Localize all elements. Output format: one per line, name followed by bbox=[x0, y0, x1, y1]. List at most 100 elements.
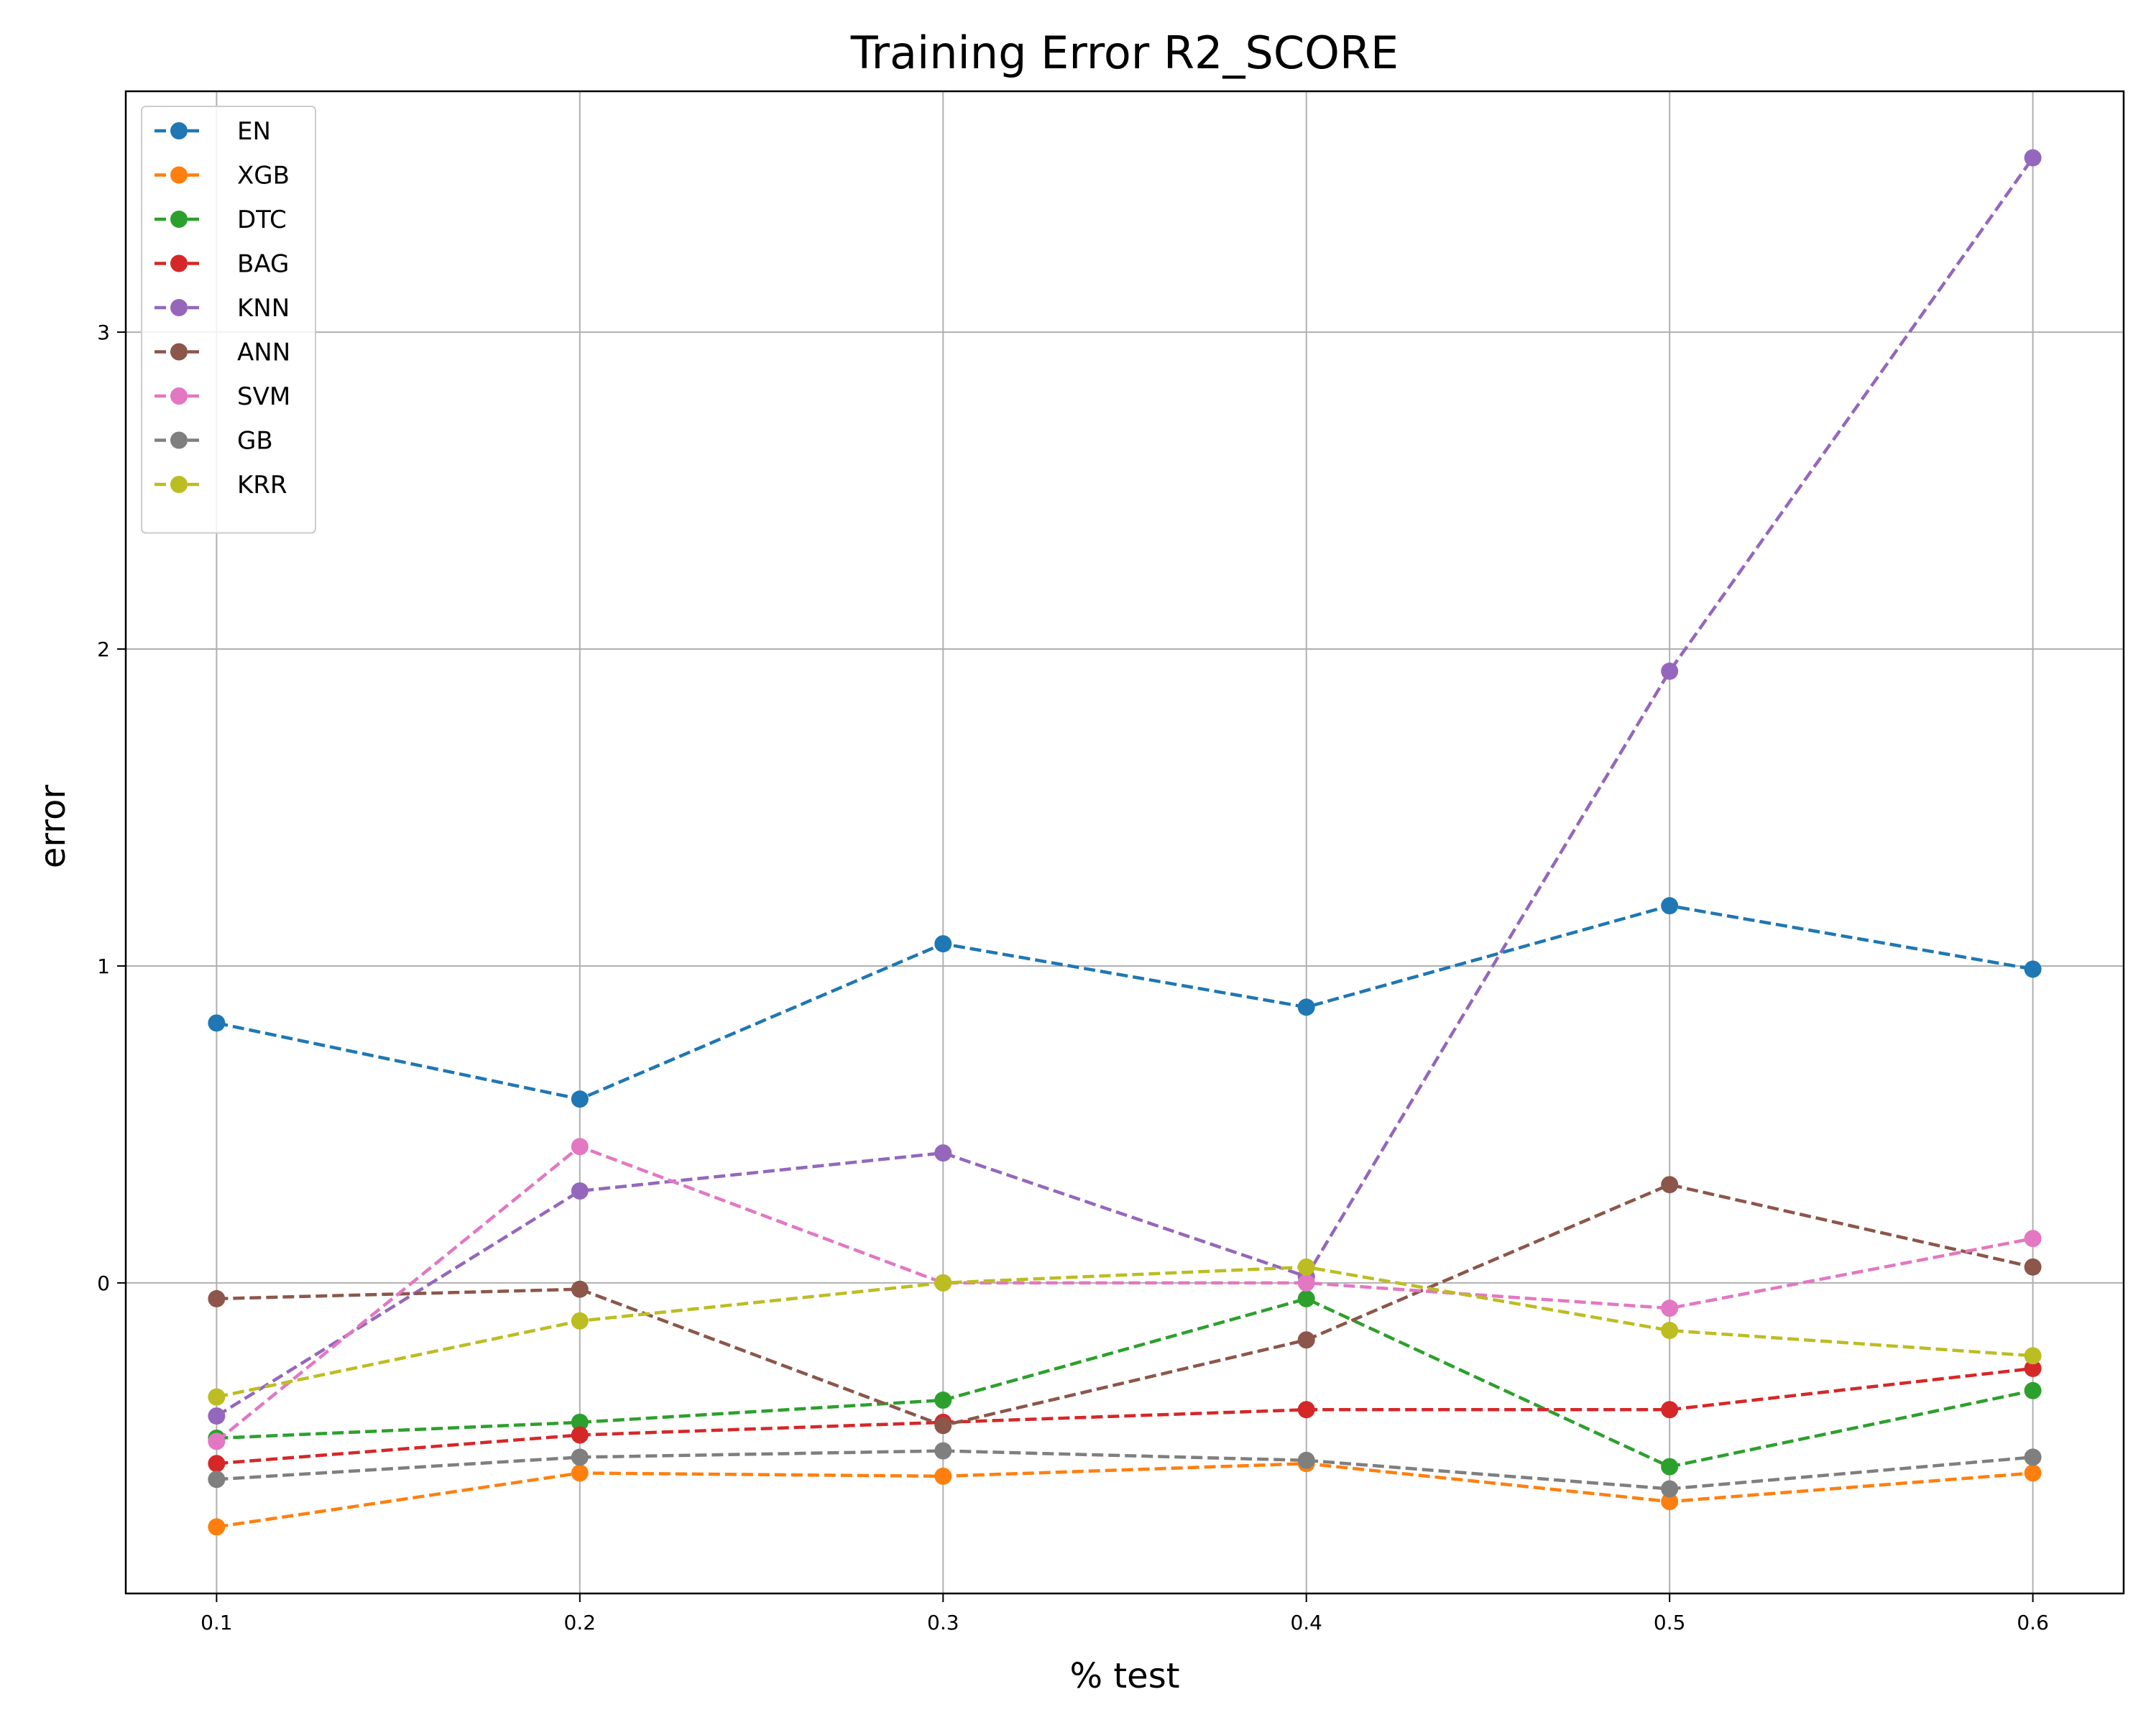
data-point-svm bbox=[208, 1432, 226, 1450]
x-tick-label: 0.3 bbox=[927, 1611, 959, 1634]
legend-label: KNN bbox=[237, 294, 290, 323]
data-point-dtc bbox=[571, 1413, 589, 1431]
legend-item-krr: KRR bbox=[155, 471, 287, 500]
data-point-svm bbox=[1297, 1274, 1315, 1292]
series-line-krr bbox=[216, 1265, 2033, 1399]
y-axis-title: error bbox=[33, 785, 73, 868]
data-point-gb bbox=[1661, 1480, 1679, 1498]
data-point-dtc bbox=[1297, 1289, 1315, 1307]
data-point-krr bbox=[2024, 1347, 2042, 1365]
data-point-xgb bbox=[934, 1467, 952, 1485]
legend-item-svm: SVM bbox=[155, 382, 290, 411]
legend-swatch-marker bbox=[170, 166, 188, 184]
data-point-ann bbox=[571, 1280, 589, 1298]
legend-swatch-marker bbox=[170, 122, 188, 139]
legend-item-knn: KNN bbox=[155, 294, 290, 323]
data-point-knn bbox=[1661, 662, 1679, 680]
legend-box bbox=[141, 106, 316, 534]
x-tick-label: 0.6 bbox=[2017, 1611, 2049, 1634]
legend-label: EN bbox=[237, 117, 271, 146]
data-point-krr bbox=[1661, 1322, 1679, 1340]
legend-swatch-marker bbox=[170, 476, 188, 493]
legend-swatch-marker bbox=[170, 299, 188, 316]
legend-item-en: EN bbox=[155, 117, 271, 146]
data-point-knn bbox=[934, 1144, 952, 1162]
legend-label: DTC bbox=[237, 206, 287, 234]
legend-item-bag: BAG bbox=[155, 250, 289, 279]
data-point-gb bbox=[934, 1442, 952, 1460]
legend-swatch-marker bbox=[170, 211, 188, 228]
data-point-en bbox=[934, 935, 952, 953]
data-point-ann bbox=[1661, 1176, 1679, 1194]
data-point-en bbox=[571, 1090, 589, 1108]
legend-swatch-marker bbox=[170, 254, 188, 272]
series-krr bbox=[208, 1258, 2042, 1406]
data-point-ann bbox=[2024, 1258, 2042, 1276]
data-point-bag bbox=[208, 1455, 226, 1473]
data-point-gb bbox=[2024, 1448, 2042, 1466]
data-point-gb bbox=[1297, 1451, 1315, 1469]
data-point-bag bbox=[1661, 1401, 1679, 1419]
data-point-ann bbox=[934, 1417, 952, 1435]
series-xgb bbox=[208, 1455, 2042, 1536]
x-tick-label: 0.5 bbox=[1654, 1611, 1686, 1634]
legend-label: SVM bbox=[237, 382, 290, 411]
data-point-svm bbox=[1661, 1300, 1679, 1317]
x-tick-label: 0.1 bbox=[201, 1611, 233, 1634]
series-en bbox=[208, 897, 2042, 1108]
y-tick-label: 3 bbox=[97, 321, 110, 344]
data-point-xgb bbox=[1661, 1493, 1679, 1511]
legend-label: ANN bbox=[237, 339, 290, 367]
grid bbox=[126, 91, 2124, 1593]
data-point-knn bbox=[208, 1407, 226, 1425]
x-tick-label: 0.2 bbox=[564, 1611, 596, 1634]
series-line-gb bbox=[216, 1449, 2033, 1491]
legend-item-gb: GB bbox=[155, 427, 273, 456]
data-point-bag bbox=[571, 1426, 589, 1444]
series-line-xgb bbox=[216, 1461, 2033, 1529]
legend-item-xgb: XGB bbox=[155, 162, 290, 190]
data-point-krr bbox=[208, 1388, 226, 1406]
x-axis: 0.1 0.2 0.3 0.4 0.5 0.6 bbox=[201, 1593, 2049, 1634]
data-point-gb bbox=[208, 1471, 226, 1489]
data-point-xgb bbox=[2024, 1464, 2042, 1482]
series-line-knn bbox=[216, 157, 2035, 1417]
data-point-krr bbox=[934, 1274, 952, 1292]
data-point-svm bbox=[2024, 1230, 2042, 1248]
legend: EN XGB DTC BAG KNN ANN SVM GB KRR bbox=[141, 106, 316, 534]
data-point-dtc bbox=[1661, 1458, 1679, 1476]
legend-label: GB bbox=[237, 427, 273, 456]
series-gb bbox=[208, 1442, 2042, 1498]
data-point-knn bbox=[571, 1182, 589, 1200]
data-point-bag bbox=[2024, 1359, 2042, 1377]
series-line-bag bbox=[216, 1366, 2033, 1466]
legend-swatch-marker bbox=[170, 387, 188, 405]
plot-area bbox=[124, 90, 2125, 1595]
data-point-xgb bbox=[571, 1464, 589, 1482]
series-ann bbox=[208, 1176, 2042, 1435]
legend-swatch-marker bbox=[170, 343, 188, 361]
data-point-gb bbox=[571, 1448, 589, 1466]
data-point-dtc bbox=[2024, 1381, 2042, 1399]
data-point-ann bbox=[208, 1289, 226, 1307]
y-tick-label: 2 bbox=[97, 638, 110, 661]
series-group bbox=[208, 149, 2042, 1536]
series-line-dtc bbox=[216, 1297, 2034, 1468]
data-point-krr bbox=[1297, 1258, 1315, 1276]
series-line-ann bbox=[216, 1182, 2034, 1427]
data-point-xgb bbox=[208, 1518, 226, 1536]
y-axis: 0 1 2 3 bbox=[97, 321, 126, 1295]
data-point-en bbox=[208, 1014, 226, 1032]
data-point-en bbox=[1297, 998, 1315, 1016]
legend-label: KRR bbox=[237, 471, 287, 500]
data-point-krr bbox=[571, 1312, 589, 1330]
y-tick-label: 0 bbox=[97, 1271, 110, 1295]
legend-item-dtc: DTC bbox=[155, 206, 287, 234]
legend-swatch-marker bbox=[170, 431, 188, 449]
data-point-ann bbox=[1297, 1331, 1315, 1349]
data-point-bag bbox=[1297, 1401, 1315, 1419]
x-tick-label: 0.4 bbox=[1290, 1611, 1322, 1634]
x-axis-title: % test bbox=[1069, 1656, 1179, 1696]
